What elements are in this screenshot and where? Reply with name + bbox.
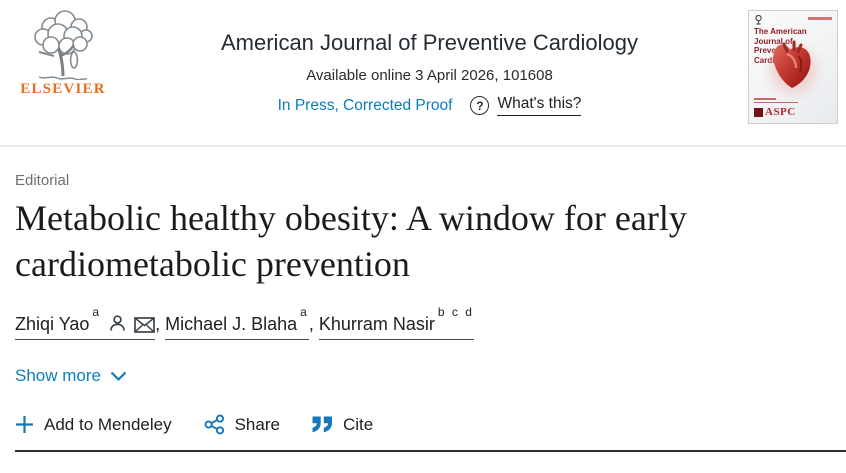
- journal-banner: ELSEVIER American Journal of Preventive …: [0, 0, 846, 145]
- bottom-divider: [15, 450, 846, 453]
- author-link-3[interactable]: Khurram Nasirb c d: [318, 305, 474, 341]
- author-name: Zhiqi Yao: [15, 314, 90, 335]
- aspc-square-icon: [754, 107, 763, 117]
- cover-footline: [754, 101, 798, 103]
- add-to-mendeley-label: Add to Mendeley: [44, 414, 172, 434]
- journal-title-link[interactable]: American Journal of Preventive Cardiolog…: [221, 30, 638, 55]
- cite-quote-icon: [312, 416, 332, 433]
- cover-footer: ASPC: [754, 98, 798, 118]
- journal-meta: American Journal of Preventive Cardiolog…: [111, 10, 748, 116]
- person-icon: [110, 315, 125, 332]
- whats-this-link[interactable]: What's this?: [497, 95, 582, 116]
- cover-issue-mark: [808, 17, 832, 20]
- cover-heart-image: [760, 37, 826, 104]
- help-icon[interactable]: ?: [470, 96, 490, 115]
- chevron-down-icon: [110, 371, 127, 381]
- author-separator: ,: [155, 314, 166, 335]
- envelope-icon[interactable]: [134, 317, 155, 334]
- share-icon: [204, 414, 224, 435]
- in-press-link[interactable]: In Press, Corrected Proof: [277, 96, 453, 114]
- show-more-label: Show more: [15, 366, 101, 386]
- share-button[interactable]: Share: [204, 414, 280, 435]
- author-name: Khurram Nasir: [318, 314, 435, 335]
- elsevier-wordmark: ELSEVIER: [20, 81, 106, 97]
- author-link-1[interactable]: Zhiqi Yaoa: [15, 305, 156, 341]
- status-row: In Press, Corrected Proof ? What's this?: [111, 95, 748, 116]
- author-name: Michael J. Blaha: [165, 314, 298, 335]
- author-link-2[interactable]: Michael J. Blahaa: [165, 305, 309, 341]
- article-category-label: Editorial: [15, 172, 70, 189]
- whats-this-group: ? What's this?: [470, 95, 582, 116]
- author-separator: ,: [308, 314, 319, 335]
- author-list: Zhiqi Yaoa, Michael J. Blahaa, Khurram N…: [15, 305, 831, 341]
- cite-label: Cite: [342, 414, 374, 434]
- show-more-button[interactable]: Show more: [15, 366, 127, 386]
- cite-button[interactable]: Cite: [312, 415, 373, 435]
- author-affiliations: a: [300, 305, 309, 320]
- journal-cover-thumbnail[interactable]: The American Journal of Preventive Cardi…: [748, 10, 838, 124]
- cover-top: [749, 11, 837, 25]
- elsevier-logo[interactable]: ELSEVIER: [15, 10, 111, 98]
- share-label: Share: [234, 414, 280, 434]
- article-heading-section: Editorial Metabolic healthy obesity: A w…: [0, 172, 846, 435]
- header-divider: [0, 145, 846, 147]
- aspc-text: ASPC: [765, 106, 796, 118]
- cover-mini-tree-icon: [755, 15, 762, 25]
- cover-footline: [754, 98, 776, 100]
- aspc-logo: ASPC: [754, 106, 798, 118]
- elsevier-tree-icon: [34, 10, 93, 80]
- author-affiliations: a: [92, 305, 102, 320]
- article-title: Metabolic healthy obesity: A window for …: [15, 198, 687, 284]
- availability-text: Available online 3 April 2026, 101608: [306, 67, 553, 84]
- author-affiliations: b c d: [437, 305, 474, 320]
- add-to-mendeley-button[interactable]: Add to Mendeley: [15, 415, 172, 435]
- plus-icon: [16, 416, 33, 434]
- action-bar: Add to Mendeley Share Cite: [15, 414, 831, 435]
